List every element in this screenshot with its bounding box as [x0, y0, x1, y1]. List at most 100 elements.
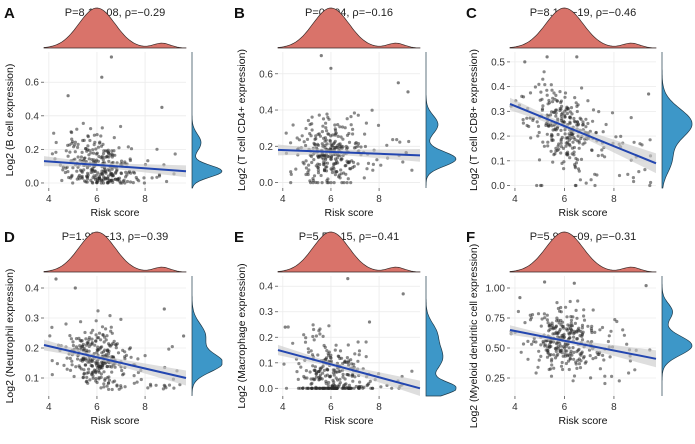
data-point [572, 150, 576, 154]
data-point [139, 377, 143, 382]
data-point [346, 146, 350, 150]
x-density-curve [509, 231, 657, 273]
data-point [401, 292, 405, 296]
data-point [98, 140, 102, 144]
data-point [297, 138, 301, 142]
data-point [100, 325, 105, 329]
data-point [101, 172, 105, 176]
data-point [562, 167, 566, 171]
x-density-curve [43, 231, 187, 273]
data-point [77, 173, 82, 178]
data-point [81, 138, 85, 143]
data-point [523, 321, 527, 325]
data-point [572, 153, 576, 157]
data-point [554, 93, 558, 97]
data-point [84, 356, 88, 361]
data-point [578, 178, 583, 182]
data-point [312, 378, 316, 382]
y-density-curve [661, 52, 693, 189]
data-point [396, 81, 400, 85]
gridlines [278, 52, 420, 188]
data-point [76, 155, 80, 159]
x-density-curve [277, 7, 421, 49]
data-point [603, 381, 607, 386]
y-tick-label: 0.25 [486, 374, 506, 385]
data-point [102, 175, 106, 179]
data-point [547, 343, 551, 347]
data-point [539, 90, 543, 94]
data-point [103, 335, 107, 339]
data-point [70, 173, 74, 177]
data-point [131, 181, 135, 185]
y-tick-label: 0.2 [25, 344, 39, 355]
regression-line [43, 160, 187, 173]
data-point [320, 377, 324, 381]
data-point [329, 155, 333, 159]
data-point [345, 133, 350, 137]
data-point [563, 132, 567, 136]
y-axis-label: Log2 (B cell expression) [4, 64, 16, 177]
data-point [88, 378, 92, 382]
data-point [104, 327, 108, 331]
data-point [545, 55, 549, 59]
y-tick-label: 0.1 [25, 374, 39, 385]
data-point [556, 318, 561, 322]
data-point [121, 348, 125, 352]
data-point [545, 88, 549, 92]
y-tick-label: 0.3 [25, 314, 39, 325]
data-point [314, 372, 318, 376]
data-point [543, 316, 547, 320]
data-point [76, 145, 80, 149]
data-point [537, 349, 541, 353]
data-point [314, 334, 318, 338]
data-point [390, 386, 394, 390]
data-point [526, 357, 530, 361]
regression-line [509, 329, 657, 360]
data-point [536, 124, 541, 128]
data-point [325, 181, 329, 185]
data-point [528, 318, 533, 322]
data-point [340, 181, 344, 185]
data-point [296, 377, 300, 381]
data-point [316, 168, 320, 172]
data-point [84, 337, 88, 341]
data-point [410, 369, 414, 373]
data-point [572, 116, 576, 121]
data-point [93, 169, 97, 173]
data-point [328, 138, 332, 142]
panel-d: D P=1.95e−13, ρ=−0.39 4 6 8 0.1 0.2 0.3 0.4 Risk … [4, 229, 223, 427]
data-point [391, 138, 395, 142]
data-point [551, 160, 555, 164]
data-point [73, 150, 77, 154]
data-point [527, 124, 531, 129]
data-point [81, 344, 85, 349]
data-point [548, 113, 553, 117]
data-point [563, 352, 567, 356]
data-point [306, 170, 310, 174]
data-point [301, 386, 305, 390]
data-point [559, 107, 563, 111]
data-point [558, 90, 562, 94]
data-point [573, 163, 577, 167]
data-point [304, 369, 308, 373]
data-point [319, 173, 323, 178]
data-point [545, 318, 550, 322]
data-point [556, 344, 561, 348]
data-point [167, 383, 172, 387]
data-point [116, 351, 121, 355]
data-point [76, 357, 80, 361]
data-point [570, 353, 574, 357]
data-point [105, 334, 109, 338]
data-point [330, 170, 335, 175]
y-density-curve [191, 52, 223, 189]
data-point [600, 153, 604, 157]
data-point [351, 373, 355, 377]
data-point [593, 172, 597, 176]
y-axis-label: Log2 (T cell CD8+ expression) [468, 49, 480, 191]
y-tick-label: 0.1 [259, 358, 273, 369]
data-point [556, 132, 560, 137]
data-point [316, 132, 320, 136]
y-tick-label: 0.0 [259, 384, 273, 395]
data-point [142, 181, 146, 185]
data-point [626, 172, 630, 176]
